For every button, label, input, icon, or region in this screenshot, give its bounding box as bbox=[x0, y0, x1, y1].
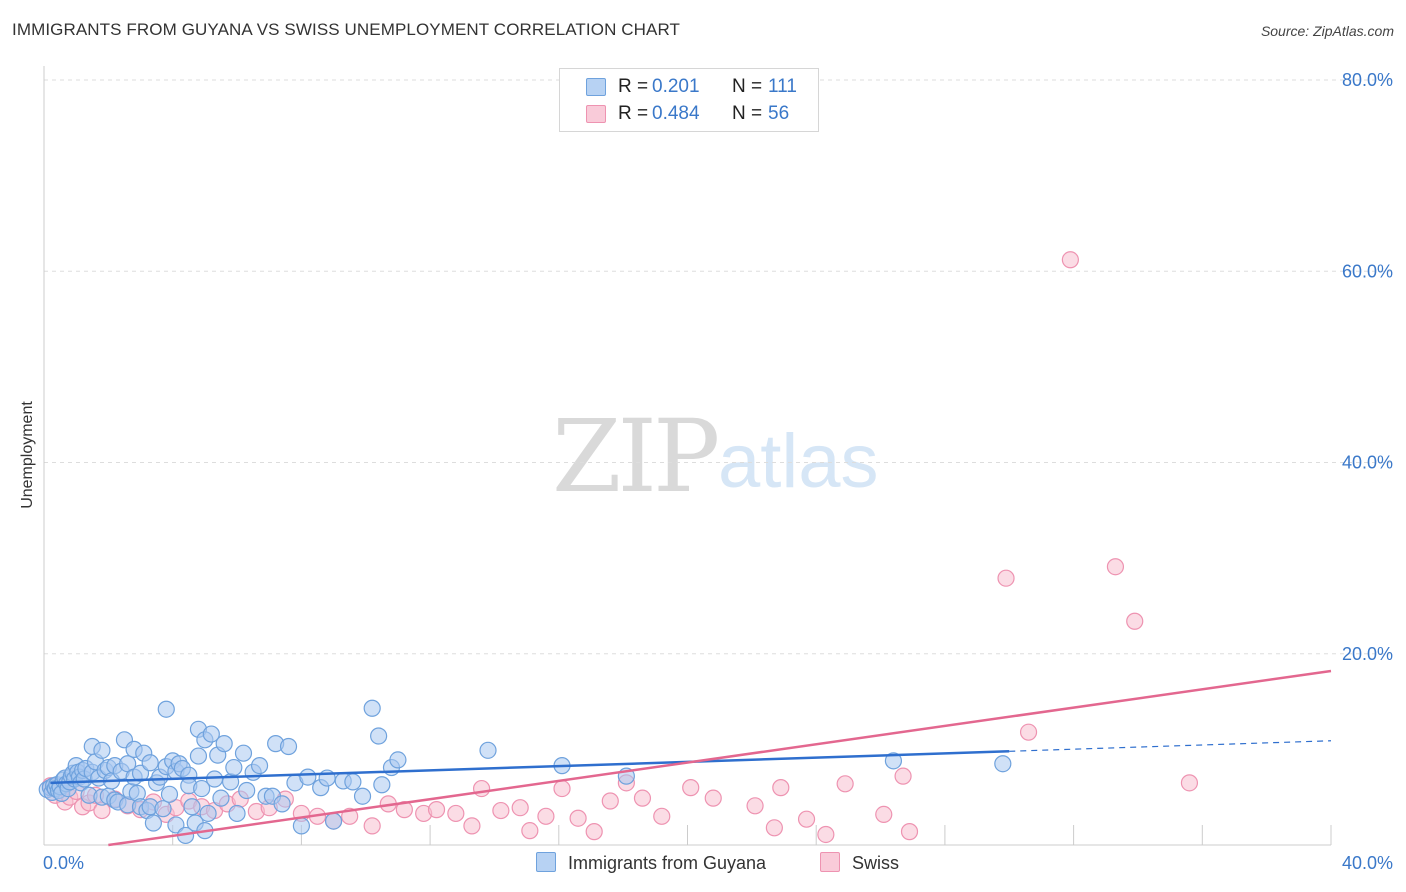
guyana-point bbox=[884, 752, 903, 770]
guyana-point bbox=[299, 768, 317, 786]
y-tick-label: 60.0% bbox=[1342, 261, 1393, 281]
swiss-point bbox=[472, 779, 491, 798]
guyana-trend-line bbox=[50, 750, 1010, 785]
swiss-point bbox=[553, 779, 571, 798]
bottom-legend-label-guyana: Immigrants from Guyana bbox=[568, 853, 767, 873]
guyana-point bbox=[189, 747, 208, 765]
guyana-point bbox=[93, 741, 111, 759]
x-tick-label: 40.0% bbox=[1342, 853, 1393, 873]
guyana-trend-extension bbox=[1009, 740, 1332, 752]
guyana-point bbox=[370, 727, 388, 745]
legend-r-value: 0.201 bbox=[652, 76, 700, 97]
legend-n-value: 56 bbox=[768, 103, 790, 124]
guyana-point bbox=[225, 758, 243, 777]
swiss-point bbox=[601, 792, 619, 810]
legend-r-label: R = bbox=[618, 103, 649, 124]
guyana-point bbox=[238, 781, 256, 800]
swiss-point bbox=[997, 569, 1015, 587]
source-credit: Source: ZipAtlas.com bbox=[1260, 23, 1394, 39]
swiss-trend-line bbox=[108, 669, 1332, 847]
swiss-point bbox=[772, 779, 790, 797]
guyana-point bbox=[994, 755, 1012, 773]
guyana-point bbox=[389, 751, 407, 769]
swiss-point bbox=[633, 789, 652, 807]
guyana-point bbox=[144, 814, 162, 832]
guyana-point bbox=[205, 770, 224, 788]
legend-n-value: 111 bbox=[768, 76, 797, 97]
swiss-point bbox=[894, 767, 912, 785]
swiss-point bbox=[836, 775, 854, 793]
guyana-point bbox=[183, 798, 201, 816]
legend-r-value: 0.484 bbox=[652, 103, 700, 124]
guyana-point bbox=[212, 789, 230, 807]
guyana-point bbox=[167, 816, 185, 834]
watermark-atlas: atlas bbox=[718, 419, 879, 504]
guyana-point bbox=[373, 776, 391, 794]
swiss-point bbox=[1180, 774, 1199, 792]
swiss-point bbox=[875, 805, 893, 824]
y-tick-label: 80.0% bbox=[1342, 70, 1393, 90]
legend-swatch-blue bbox=[586, 78, 606, 96]
chart-title: IMMIGRANTS FROM GUYANA VS SWISS UNEMPLOY… bbox=[12, 20, 681, 39]
swiss-point bbox=[463, 817, 481, 835]
guyana-point bbox=[228, 804, 246, 823]
bottom-legend-label-swiss: Swiss bbox=[852, 853, 900, 873]
y-tick-label: 20.0% bbox=[1342, 644, 1393, 664]
guyana-point bbox=[215, 735, 233, 753]
guyana-point bbox=[157, 700, 175, 718]
swiss-point bbox=[511, 799, 529, 817]
guyana-point bbox=[479, 741, 497, 759]
swiss-point bbox=[585, 823, 603, 841]
guyana-point bbox=[202, 725, 220, 743]
guyana-point bbox=[344, 773, 362, 791]
swiss-point bbox=[1126, 612, 1144, 630]
bottom-legend-swatch-blue bbox=[536, 852, 556, 872]
guyana-point bbox=[141, 754, 159, 772]
swiss-point bbox=[569, 809, 587, 827]
bottom-legend-guyana: Immigrants from Guyana bbox=[536, 852, 766, 874]
swiss-point bbox=[1019, 723, 1038, 741]
legend-n-label: N = bbox=[732, 103, 763, 124]
swiss-point bbox=[746, 797, 764, 815]
swiss-point bbox=[492, 801, 510, 820]
guyana-point bbox=[234, 744, 253, 762]
swiss-point bbox=[797, 810, 816, 828]
guyana-point bbox=[292, 817, 310, 835]
guyana-point bbox=[193, 779, 211, 798]
bottom-legend-swiss: Swiss bbox=[820, 852, 899, 874]
swiss-point bbox=[765, 819, 783, 837]
guyana-point bbox=[160, 785, 179, 803]
watermark-zip: ZIP bbox=[552, 398, 720, 515]
swiss-point bbox=[427, 801, 446, 819]
guyana-point bbox=[324, 812, 343, 830]
guyana-point bbox=[279, 737, 298, 756]
legend-swatch-pink bbox=[586, 105, 606, 123]
legend-n-label: N = bbox=[732, 76, 763, 97]
swiss-point bbox=[521, 822, 539, 840]
bottom-legend-swatch-pink bbox=[820, 852, 840, 872]
guyana-point bbox=[363, 699, 381, 717]
swiss-point bbox=[1061, 251, 1079, 269]
y-tick-label: 40.0% bbox=[1342, 453, 1393, 473]
guyana-point bbox=[199, 804, 217, 823]
guyana-point bbox=[154, 800, 172, 818]
guyana-point bbox=[131, 764, 150, 782]
swiss-point bbox=[1106, 558, 1125, 576]
swiss-point bbox=[537, 807, 555, 825]
swiss-point bbox=[900, 823, 919, 841]
swiss-point bbox=[817, 825, 835, 844]
swiss-point bbox=[363, 817, 381, 835]
guyana-point bbox=[250, 757, 269, 775]
swiss-point bbox=[653, 807, 671, 825]
swiss-point bbox=[704, 789, 722, 807]
legend-r-label: R = bbox=[618, 76, 649, 97]
guyana-point bbox=[273, 795, 291, 813]
swiss-point bbox=[447, 804, 465, 823]
x-tick-label: 0.0% bbox=[43, 853, 84, 873]
guyana-point bbox=[353, 787, 372, 805]
swiss-point bbox=[682, 779, 700, 797]
correlation-legend: R = 0.201 N = 111 R = 0.484 N = 56 bbox=[559, 68, 819, 132]
